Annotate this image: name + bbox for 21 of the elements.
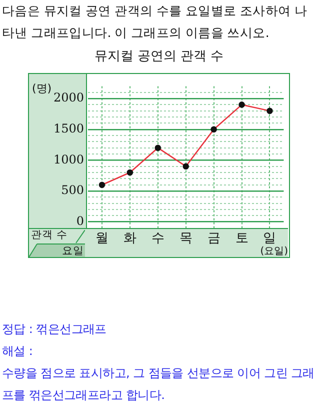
text: 해설 :: [2, 343, 34, 360]
x-axis-title: (요일): [260, 245, 288, 258]
y-tick-label: 1000: [52, 152, 84, 166]
y-tick-label: 0: [76, 213, 84, 228]
y-tick-label: 500: [60, 182, 84, 197]
x-tick-label: 일: [262, 230, 276, 246]
text: 정답 : 꺾은선그래프: [2, 321, 108, 338]
x-tick-label: 목: [178, 230, 192, 246]
x-tick-label: 수: [150, 230, 164, 246]
x-tick-label: 화: [122, 230, 136, 246]
x-tick-label: 월: [94, 230, 108, 246]
y-tick-label: 1500: [52, 120, 84, 135]
text: 관객 수: [31, 229, 68, 242]
text: 요일: [62, 245, 84, 257]
chart-title: 뮤지컬 공연의 관객 수: [93, 48, 225, 65]
text: 수량을 점으로 표시하고, 그 점들을 선분으로 이어 그린 그래프를 꺾은선그래프라고 합니다.: [2, 365, 316, 404]
y-tick-label: 2000: [52, 90, 84, 104]
text: 다음은 뮤지컬 공연 관객의 수를 요일별로 조사하여 나타낸 그래프입니다. 이 그래프의 이름을 쓰시오.: [2, 2, 308, 42]
x-tick-label: 토: [234, 230, 248, 246]
y-axis-title: (명): [32, 81, 52, 96]
x-tick-label: 금: [206, 230, 220, 246]
